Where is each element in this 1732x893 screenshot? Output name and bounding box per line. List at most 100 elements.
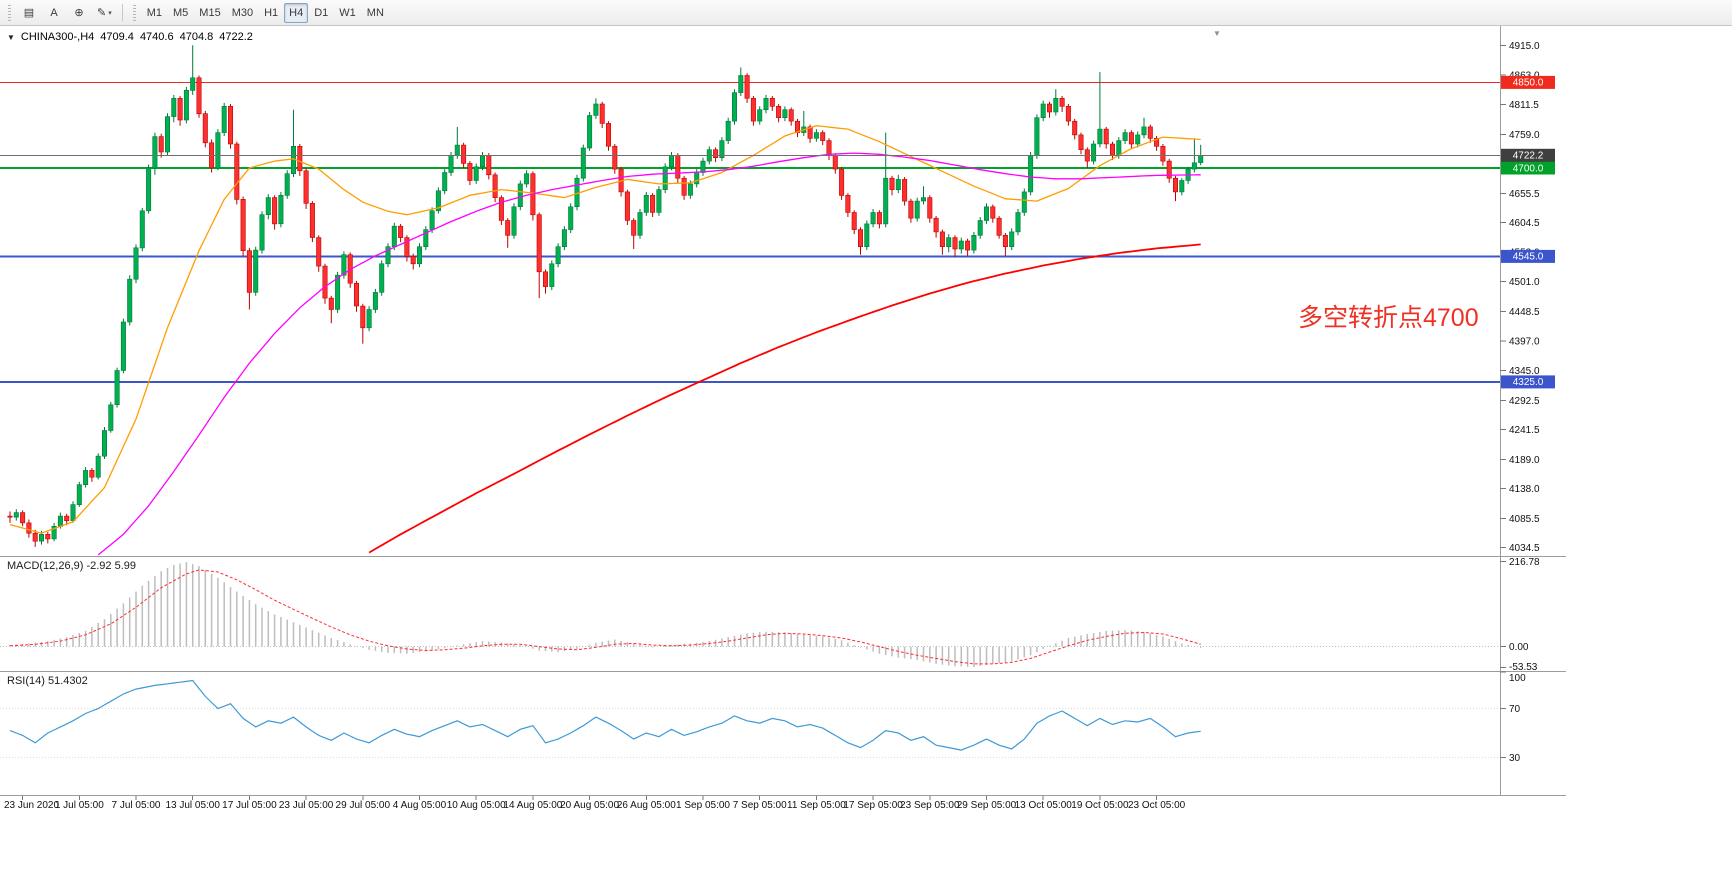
timeframe-m30[interactable]: M30: [231, 6, 254, 19]
timeframe-m1[interactable]: M1: [146, 6, 163, 19]
candle-body: [1065, 106, 1071, 122]
timeframe-m5[interactable]: M5: [173, 6, 189, 19]
candle-body: [20, 512, 26, 524]
candle-body: [1147, 126, 1153, 139]
timeframe-h1[interactable]: H1: [264, 6, 279, 19]
candle-body: [952, 237, 958, 250]
candle-body: [1154, 138, 1160, 147]
timeframe-m15[interactable]: M15: [199, 6, 221, 19]
candle-body: [965, 240, 971, 251]
candle-body: [259, 214, 265, 251]
candle-body: [89, 470, 95, 478]
candle-body: [971, 235, 977, 251]
price-tick-label: 4501.0: [1509, 277, 1540, 288]
price-scale: 4915.04863.04811.54759.04707.04655.54604…: [1500, 41, 1540, 554]
symbol-period-label: CHINA300-,H4: [20, 31, 95, 43]
crosshair-icon[interactable]: ⊕: [74, 7, 84, 19]
candle-body: [114, 370, 120, 406]
macd-axis-label: 0.00: [1509, 642, 1529, 653]
candle-body: [763, 98, 769, 111]
candle-body: [70, 504, 76, 521]
time-label: 1 Sep 05:00: [676, 800, 730, 811]
timeframe-d1[interactable]: D1: [314, 6, 329, 19]
candle-body: [656, 189, 662, 213]
candle-body: [398, 225, 404, 238]
candle-body: [45, 533, 51, 540]
candle-body: [404, 237, 410, 257]
candle-body: [177, 98, 183, 121]
price-badge-label: 4700.0: [1513, 163, 1544, 174]
candle-body: [902, 179, 908, 202]
candle-body: [146, 167, 152, 212]
chart-menu-icon[interactable]: ▼: [7, 32, 15, 42]
time-label: 26 Aug 05:00: [617, 800, 676, 811]
candle-body: [914, 200, 920, 219]
rsi-axis-label: 70: [1509, 704, 1521, 715]
draw-tool-button[interactable]: ✎ ▾: [92, 3, 117, 23]
candle-body: [221, 106, 227, 133]
candle-body: [353, 282, 359, 307]
cursor-tool-button[interactable]: A: [50, 6, 58, 19]
price-tick-label: 4241.5: [1509, 425, 1540, 436]
candle-body: [517, 183, 523, 207]
candle-body: [505, 220, 511, 236]
rsi-label: RSI(14) 51.4302: [7, 675, 88, 687]
candle-body: [57, 515, 63, 527]
candle-body: [700, 160, 706, 173]
chart-shift-marker[interactable]: ▼: [1213, 29, 1221, 38]
candle-body: [423, 229, 429, 248]
annotation-text[interactable]: 多空转折点4700: [1298, 304, 1479, 332]
toolbar-separator: [121, 4, 123, 21]
time-label: 29 Sep 05:00: [957, 800, 1017, 811]
chart-canvas[interactable]: 多空转折点4700 4915.04863.04811.54759.04707.04…: [0, 26, 1732, 893]
time-label: 29 Jul 05:00: [336, 800, 391, 811]
candle-body: [1040, 103, 1046, 118]
candle-body: [933, 217, 939, 233]
timeframe-w1[interactable]: W1: [339, 6, 356, 19]
price-tick-label: 4138.0: [1509, 484, 1540, 495]
candle-body: [51, 525, 57, 540]
time-label: 23 Jun 2020: [4, 800, 59, 811]
candle-body: [190, 77, 196, 91]
timeframe-mn[interactable]: MN: [366, 6, 384, 19]
candle-body: [807, 126, 813, 139]
candle-body: [958, 240, 964, 250]
price-tick-label: 4292.5: [1509, 396, 1540, 407]
ohlc-open: 4709.4: [100, 31, 134, 43]
price-tick-label: 4604.5: [1509, 218, 1540, 229]
price-badge: [1501, 161, 1555, 175]
candle-body: [637, 212, 643, 236]
time-label: 19 Oct 05:00: [1071, 800, 1129, 811]
time-label: 10 Aug 05:00: [447, 800, 506, 811]
candle-body: [498, 197, 504, 221]
candle-body: [1021, 191, 1027, 213]
price-tick-label: 4345.0: [1509, 366, 1540, 377]
time-label: 7 Sep 05:00: [733, 800, 787, 811]
candle-body: [864, 223, 870, 247]
panel-borders: [0, 26, 1566, 796]
scale-badges: 4850.0 4700.0 4545.0 4325.0 4722.2: [1501, 75, 1555, 389]
candle-body: [1059, 98, 1065, 107]
candle-body: [757, 109, 763, 122]
candle-body: [1179, 180, 1185, 193]
candle-body: [511, 206, 517, 236]
candle-body: [927, 197, 933, 219]
time-label: 23 Sep 05:00: [900, 800, 960, 811]
candles-layer: [7, 45, 1204, 547]
candle-body: [776, 106, 782, 119]
toolbar-grip-2[interactable]: [132, 4, 136, 21]
toolbar-grip[interactable]: [8, 4, 11, 21]
candle-body: [64, 515, 70, 522]
price-tick-label: 4085.5: [1509, 514, 1540, 525]
candle-body: [133, 247, 139, 280]
candle-body: [1110, 143, 1116, 156]
price-badge-label: 4545.0: [1513, 252, 1544, 263]
candle-body: [593, 103, 599, 116]
chart-type-icon[interactable]: ▤: [23, 7, 35, 19]
rsi-panel-canvas: 100 70 30: [0, 671, 1526, 764]
timeframe-h4[interactable]: H4: [284, 2, 309, 23]
candle-body: [303, 170, 309, 204]
candle-body: [486, 155, 492, 176]
candle-body: [813, 132, 819, 139]
price-badge: [1501, 249, 1555, 263]
